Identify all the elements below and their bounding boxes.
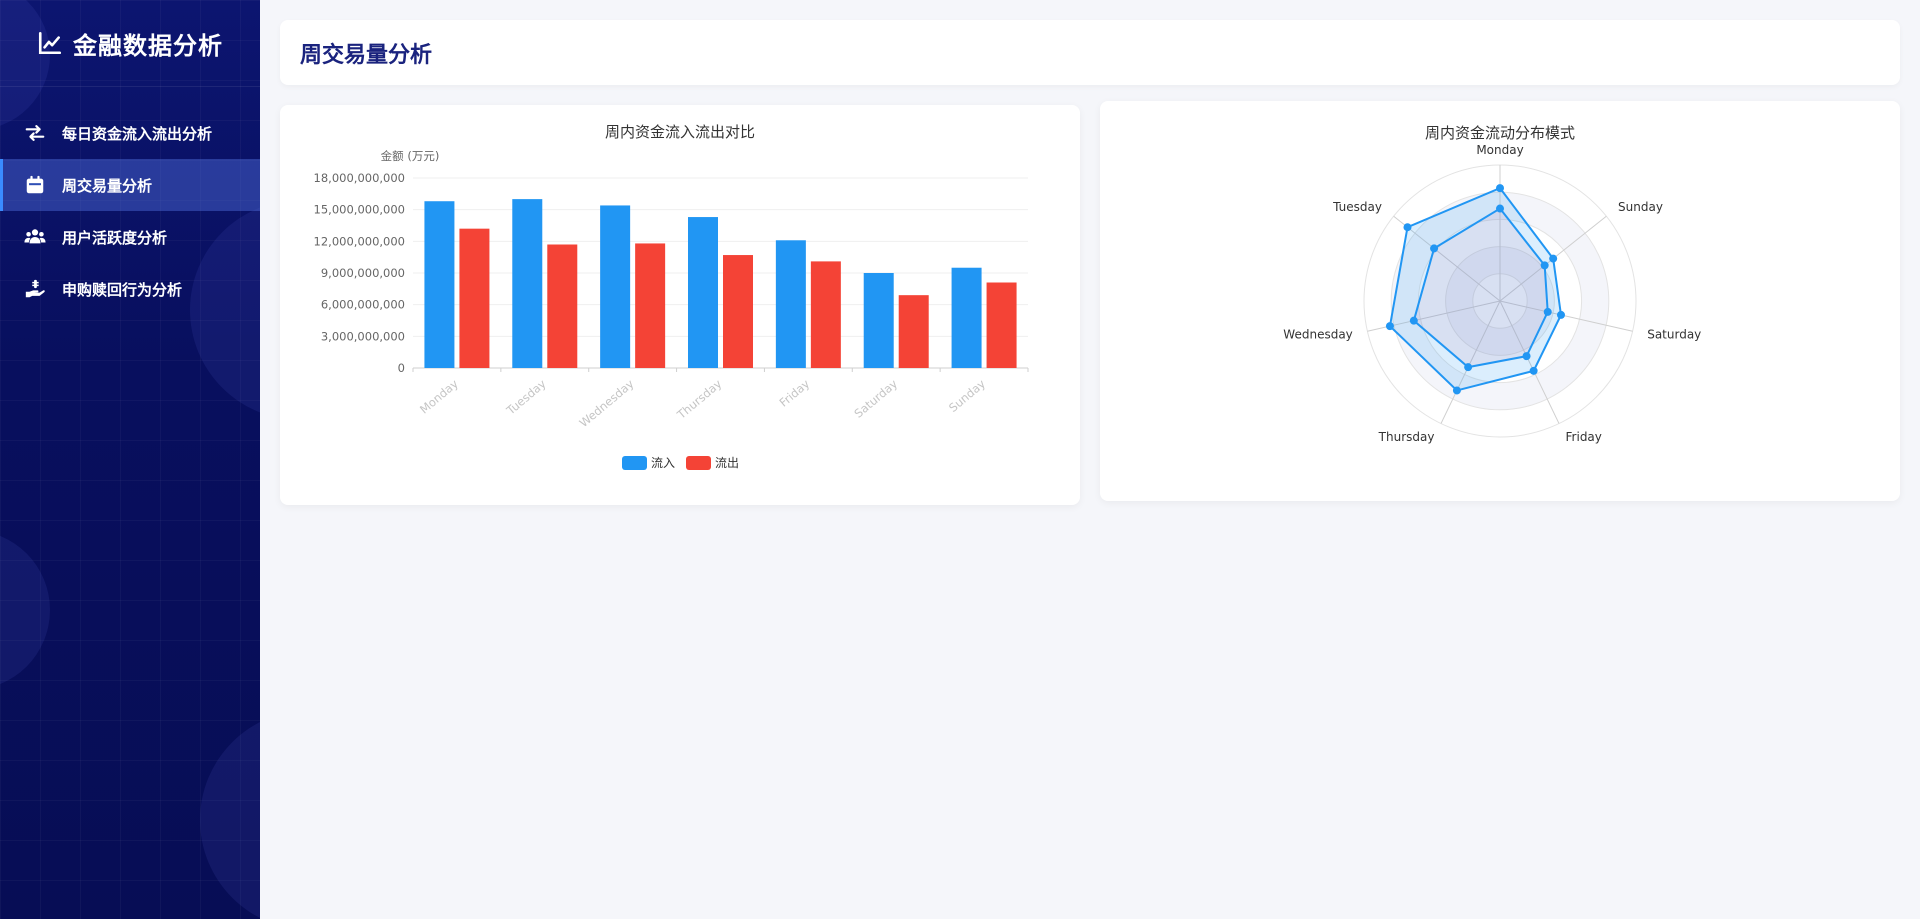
legend-label[interactable]: 流入 [651, 456, 675, 470]
bar[interactable] [459, 228, 490, 368]
bar[interactable] [986, 282, 1017, 369]
x-tick-label: Sunday [946, 376, 988, 415]
radar-indicator-label: Sunday [1618, 200, 1663, 214]
y-axis-label: 金额 (万元) [381, 149, 440, 163]
bar-chart-title: 周内资金流入流出对比 [605, 123, 755, 141]
x-tick-label: Monday [417, 376, 461, 416]
page-title: 周交易量分析 [300, 42, 433, 68]
radar-chart-card: 周内资金流动分布模式 Monday Sunday Saturday Friday Thu… [1100, 101, 1900, 501]
x-tick-label: Wednesday [577, 376, 637, 430]
app-title: 金融数据分析 [73, 31, 223, 60]
x-tick-label: Tuesday [503, 376, 549, 418]
line-chart-icon [38, 31, 62, 55]
sidebar-item-label: 用户活跃度分析 [62, 228, 168, 247]
radar-series-area[interactable] [1412, 207, 1549, 369]
sidebar-item-daily-flow[interactable]: 每日资金流入流出分析 [0, 107, 260, 159]
bar[interactable] [723, 255, 753, 368]
radar-indicator-label: Friday [1566, 430, 1602, 444]
sidebar-item-purchase-redeem[interactable]: 申购赎回行为分析 [0, 263, 260, 315]
bar[interactable] [898, 295, 929, 368]
radar-point[interactable] [1430, 244, 1439, 253]
y-tick-label: 18,000,000,000 [314, 171, 405, 185]
radar-axis [1499, 300, 1633, 332]
x-tick-label: Friday [777, 376, 813, 409]
bar[interactable] [863, 273, 894, 368]
radar-chart: 周内资金流动分布模式 Monday Sunday Saturday Friday Thu… [1283, 124, 1701, 444]
radar-indicator-label: Wednesday [1283, 328, 1352, 342]
sidebar-item-user-activity[interactable]: 用户活跃度分析 [0, 211, 260, 263]
radar-point[interactable] [1556, 310, 1565, 319]
bar[interactable] [600, 205, 631, 368]
radar-point[interactable] [1409, 316, 1418, 325]
x-tick-label: Saturday [851, 376, 900, 420]
legend-swatch[interactable] [622, 456, 647, 470]
radar-axis [1440, 300, 1501, 424]
sidebar-item-label: 每日资金流入流出分析 [62, 124, 213, 143]
radar-chart-title: 周内资金流动分布模式 [1425, 124, 1575, 142]
y-tick-label: 0 [398, 361, 405, 375]
y-tick-label: 6,000,000,000 [321, 298, 405, 312]
radar-point[interactable] [1452, 386, 1461, 395]
sidebar-item-weekly-volume[interactable]: 周交易量分析 [0, 159, 260, 211]
y-tick-label: 9,000,000,000 [321, 266, 405, 280]
radar-point[interactable] [1496, 184, 1504, 193]
radar-series-area[interactable] [1388, 186, 1563, 392]
calendar-icon [26, 175, 44, 194]
bar[interactable] [512, 199, 543, 368]
radar-indicator-label: Saturday [1647, 328, 1701, 342]
bar[interactable] [635, 243, 666, 368]
radar-point[interactable] [1522, 352, 1531, 361]
radar-axis [1499, 300, 1560, 424]
radar-point[interactable] [1403, 223, 1412, 232]
sidebar-item-label: 周交易量分析 [62, 176, 153, 195]
radar-indicator-label: Monday [1476, 143, 1523, 157]
radar-point[interactable] [1543, 307, 1552, 316]
legend-label[interactable]: 流出 [715, 456, 739, 470]
bar-chart: 周内资金流入流出对比 金额 (万元) 0 3,000,000,000 6,000,0… [314, 123, 1029, 470]
radar-point[interactable] [1540, 261, 1549, 270]
radar-point[interactable] [1385, 322, 1394, 331]
sidebar-item-label: 申购赎回行为分析 [62, 280, 183, 299]
radar-axis [1393, 215, 1501, 302]
bar[interactable] [547, 244, 578, 369]
bar[interactable] [775, 240, 806, 368]
page-header: 周交易量分析 [280, 20, 1900, 85]
y-tick-label: 12,000,000,000 [314, 234, 405, 248]
hand-money-icon [25, 279, 45, 298]
legend-swatch[interactable] [686, 456, 711, 470]
bar[interactable] [951, 267, 982, 368]
sidebar-grid-pattern [0, 0, 260, 919]
y-tick-label: 15,000,000,000 [314, 203, 405, 217]
radar-point[interactable] [1529, 366, 1538, 375]
users-icon [24, 229, 46, 244]
radar-point[interactable] [1496, 204, 1504, 213]
bar[interactable] [688, 217, 718, 368]
radar-indicator-label: Tuesday [1332, 200, 1382, 214]
x-tick-label: Thursday [674, 376, 725, 422]
bar[interactable] [810, 261, 841, 368]
radar-indicator-label: Thursday [1378, 430, 1435, 444]
bar[interactable] [424, 201, 455, 368]
radar-point[interactable] [1464, 363, 1473, 372]
brand: 金融数据分析 [0, 0, 260, 87]
bar-chart-card: 周内资金流入流出对比 金额 (万元) 0 3,000,000,000 6,000,0… [280, 105, 1080, 505]
sidebar-nav: 每日资金流入流出分析 周交易量分析 用户活跃度分析 [0, 107, 260, 315]
exchange-arrows-icon [25, 125, 45, 141]
radar-point[interactable] [1549, 254, 1558, 263]
sidebar: 金融数据分析 每日资金流入流出分析 周交易量分析 [0, 0, 260, 919]
y-tick-label: 3,000,000,000 [321, 329, 405, 343]
